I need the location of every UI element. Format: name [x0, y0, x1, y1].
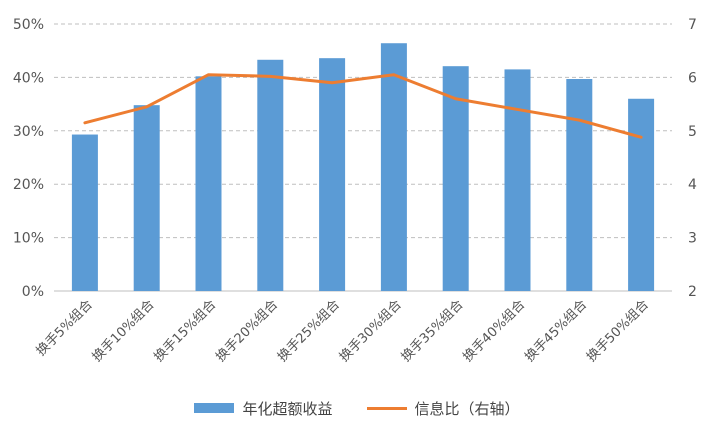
right-tick-label: 2: [688, 284, 697, 300]
bar-series: [71, 43, 655, 292]
legend-swatch-line: [366, 406, 407, 410]
legend-swatch-bar: [194, 403, 235, 413]
right-tick-label: 4: [688, 177, 697, 193]
x-tick-label: 换手50%组合: [584, 297, 652, 365]
legend-label-line: 信息比（右轴）: [414, 399, 520, 418]
legend: 年化超额收益 信息比（右轴）: [0, 396, 714, 420]
bar: [195, 76, 222, 291]
x-tick-label: 换手10%组合: [90, 297, 158, 365]
left-y-axis: 0% 10% 20% 30% 40% 50%: [13, 17, 44, 300]
right-tick-label: 5: [688, 124, 697, 140]
x-axis-labels: 换手5%组合换手10%组合换手15%组合换手20%组合换手25%组合换手30%组…: [34, 297, 652, 365]
legend-label-bar: 年化超额收益: [242, 399, 333, 418]
bar: [257, 59, 284, 291]
bar: [133, 105, 160, 291]
left-tick-label: 0%: [22, 284, 44, 300]
left-tick-label: 30%: [13, 124, 44, 140]
bar: [504, 69, 531, 291]
left-tick-label: 20%: [13, 177, 44, 193]
x-tick-label: 换手30%组合: [337, 297, 405, 365]
x-tick-label: 换手40%组合: [461, 297, 529, 365]
x-tick-label: 换手45%组合: [522, 297, 590, 365]
legend-item-bar: 年化超额收益: [194, 398, 333, 419]
bar: [628, 98, 655, 291]
x-tick-label: 换手35%组合: [399, 297, 467, 365]
line-series: [83, 73, 643, 139]
x-tick-label: 换手20%组合: [213, 297, 281, 365]
left-tick-label: 50%: [13, 17, 44, 33]
bar: [71, 134, 98, 291]
left-tick-label: 40%: [13, 70, 44, 86]
x-tick-label: 换手15%组合: [152, 297, 220, 365]
right-tick-label: 3: [688, 231, 697, 247]
x-tick-label: 换手25%组合: [275, 297, 343, 365]
bar: [319, 58, 346, 292]
series-line: [83, 73, 643, 139]
right-tick-label: 7: [688, 17, 697, 33]
left-tick-label: 10%: [13, 231, 44, 247]
bar: [566, 79, 593, 291]
bar: [442, 66, 469, 291]
legend-item-line: 信息比（右轴）: [366, 398, 520, 419]
x-tick-label: 换手5%组合: [34, 297, 96, 359]
right-y-axis: 2 3 4 5 6 7: [688, 17, 697, 300]
bar: [380, 43, 407, 291]
right-tick-label: 6: [688, 70, 697, 86]
